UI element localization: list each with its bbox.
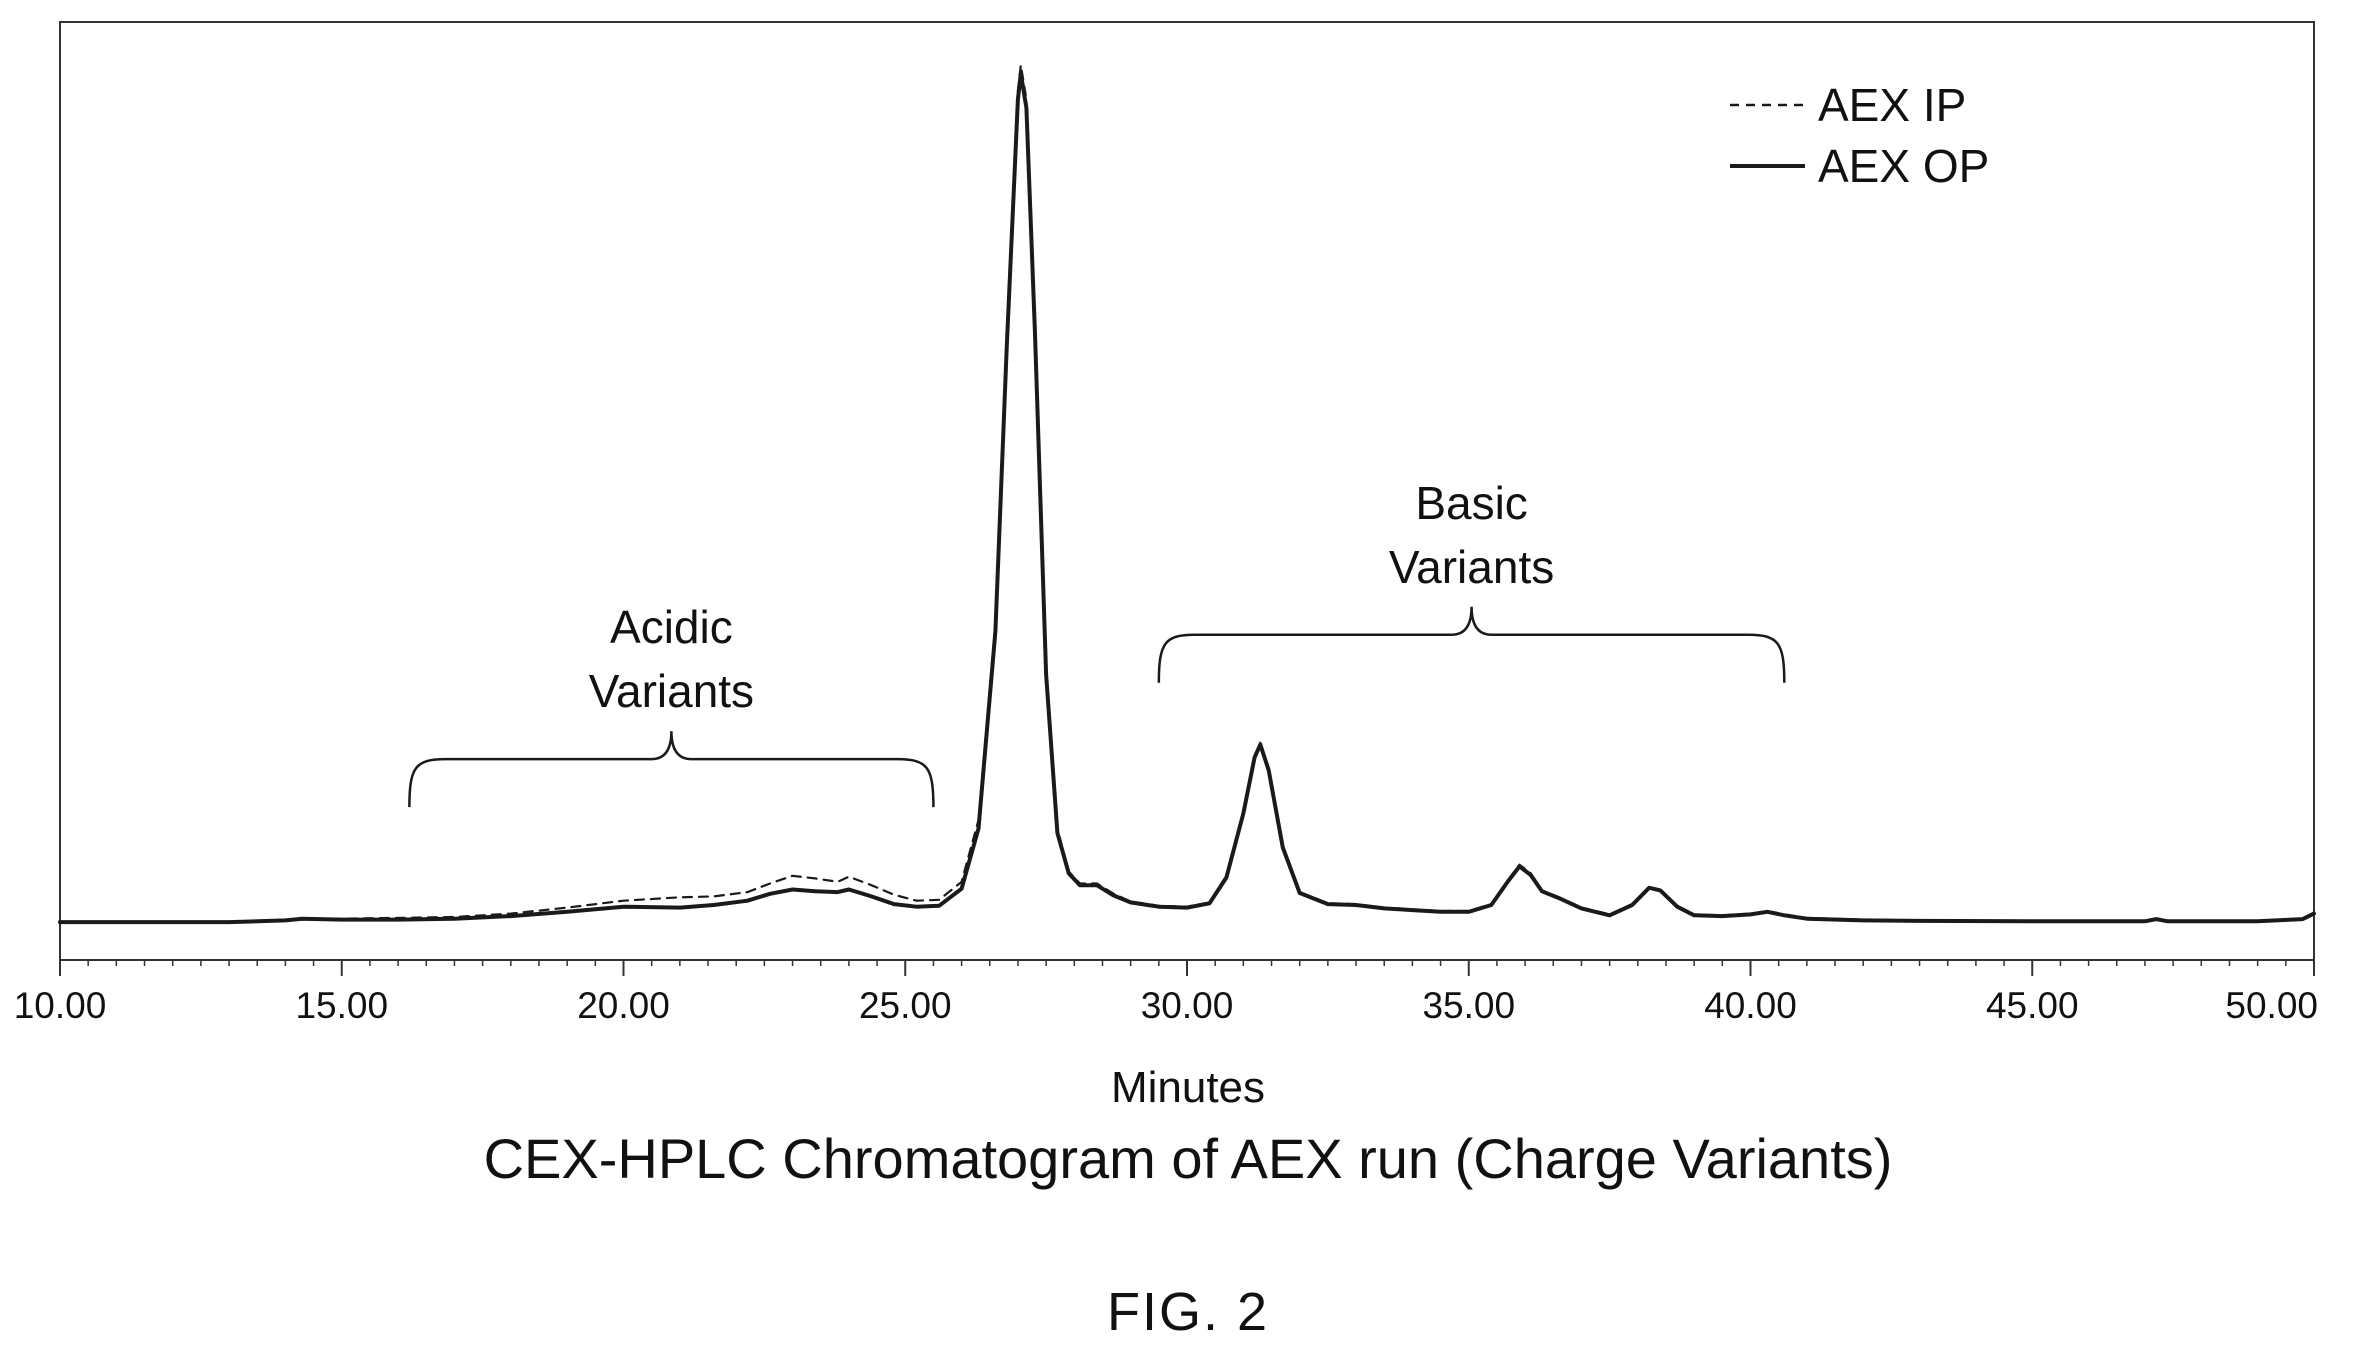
x-axis-minor-ticks bbox=[87, 960, 2287, 966]
x-tick-label: 25.00 bbox=[859, 985, 952, 1026]
acidic-variants-label-line: Acidic bbox=[610, 601, 733, 653]
x-tick-label: 40.00 bbox=[1704, 985, 1797, 1026]
legend-label-aex-op: AEX OP bbox=[1818, 140, 1989, 192]
legend-label-aex-ip: AEX IP bbox=[1818, 79, 1966, 131]
series-line-aex-op bbox=[58, 71, 2316, 925]
basic-variants-label-line: Variants bbox=[1389, 541, 1554, 593]
basic-variants-bracket bbox=[1157, 606, 1786, 683]
x-axis-major-ticks bbox=[59, 960, 2315, 976]
series-layer bbox=[58, 63, 2316, 925]
annotation-layer: Acidic Variants Basic Variants bbox=[408, 477, 1786, 808]
acidic-variants-bracket bbox=[408, 731, 935, 808]
basic-variants-label-line: Basic bbox=[1415, 477, 1527, 529]
x-tick-label: 15.00 bbox=[295, 985, 388, 1026]
x-tick-label: 20.00 bbox=[577, 985, 670, 1026]
x-axis-tick-labels: 10.00 15.00 20.00 25.00 30.00 35.00 40.00 45.00… bbox=[14, 985, 2318, 1026]
legend: AEX IP AEX OP bbox=[1730, 79, 1989, 192]
x-tick-label: 50.00 bbox=[2225, 985, 2318, 1026]
x-tick-label: 10.00 bbox=[14, 985, 107, 1026]
chart-title: CEX-HPLC Chromatogram of AEX run (Charge… bbox=[484, 1127, 1893, 1190]
x-axis-title: Minutes bbox=[1111, 1063, 1265, 1112]
x-tick-label: 45.00 bbox=[1986, 985, 2079, 1026]
figure-label: FIG. 2 bbox=[1107, 1282, 1269, 1342]
x-tick-label: 35.00 bbox=[1422, 985, 1515, 1026]
acidic-variants-label-line: Variants bbox=[589, 665, 754, 717]
series-line-aex-ip bbox=[58, 63, 2316, 924]
x-tick-label: 30.00 bbox=[1141, 985, 1234, 1026]
